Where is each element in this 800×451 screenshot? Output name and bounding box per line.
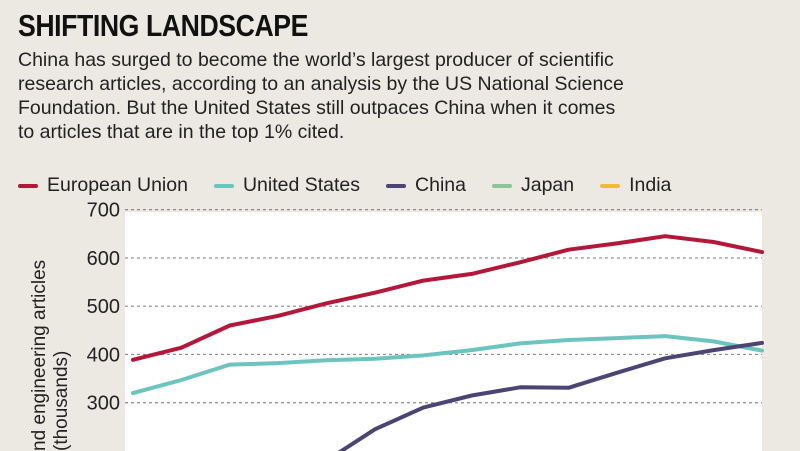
legend-swatch: [600, 183, 621, 188]
legend-item-japan: Japan: [491, 174, 575, 197]
series-line-united-states: [131, 334, 764, 396]
series-line-european-union: [131, 234, 764, 362]
legend-item-eu: European Union: [18, 174, 188, 197]
y-tick-label: 500: [87, 296, 120, 318]
legend-swatch: [213, 183, 234, 188]
y-axis-label-line: (thousands): [51, 351, 72, 451]
legend-label: European Union: [47, 174, 188, 196]
plot-area: [125, 212, 762, 451]
subtitle-line: to articles that are in the top 1% cited…: [18, 121, 345, 143]
y-tick-labels: 300 400 500 600 700: [87, 200, 120, 415]
chart-legend: European Union United States China Japan…: [18, 174, 697, 197]
legend-swatch: [18, 183, 38, 188]
legend-swatch: [386, 183, 407, 188]
legend-label: India: [629, 174, 672, 196]
legend-label: China: [415, 174, 466, 196]
subtitle-line: Foundation. But the United States still …: [18, 97, 616, 119]
chart-title: SHIFTING LANDSCAPE: [18, 8, 308, 43]
subtitle-line: research articles, according to an analy…: [18, 73, 624, 95]
series-line-china: [337, 340, 764, 451]
legend-swatch: [491, 183, 512, 188]
y-tick-label: 700: [87, 200, 120, 222]
y-tick-label: 400: [87, 344, 120, 366]
y-tick-label: 600: [87, 248, 120, 270]
legend-item-us: United States: [213, 174, 361, 197]
chart-subtitle: China has surged to become the world’s l…: [18, 48, 758, 144]
series-lines: [131, 234, 764, 451]
legend-label: United States: [242, 174, 361, 196]
subtitle-line: China has surged to become the world’s l…: [18, 49, 614, 71]
y-axis-label: nd engineering articles (thousands): [29, 260, 72, 451]
y-axis-label-line: nd engineering articles: [29, 260, 50, 451]
legend-item-china: China: [386, 174, 466, 197]
legend-label: Japan: [520, 174, 575, 196]
y-tick-label: 300: [87, 393, 120, 415]
legend-item-india: India: [600, 174, 671, 197]
